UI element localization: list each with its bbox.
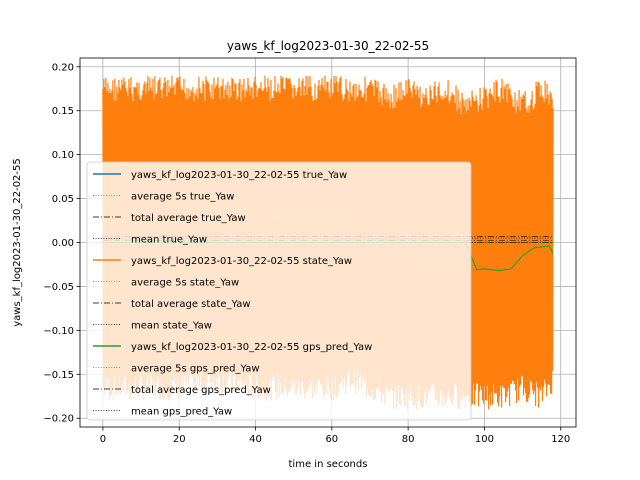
x-axis-label: time in seconds (289, 459, 368, 470)
legend-label: yaws_kf_log2023-01-30_22-02-55 state_Yaw (131, 256, 352, 267)
y-tick-label: 0.00 (52, 238, 74, 249)
y-tick-label: 0.15 (52, 106, 74, 117)
legend-label: mean state_Yaw (131, 321, 212, 332)
legend-label: average 5s state_Yaw (131, 278, 239, 289)
chart-title: yaws_kf_log2023-01-30_22-02-55 (227, 39, 429, 53)
legend-label: total average true_Yaw (131, 213, 246, 224)
y-tick-label: 0.10 (52, 150, 74, 161)
x-tick-label: 80 (402, 434, 415, 445)
legend-label: total average gps_pred_Yaw (131, 385, 271, 396)
y-tick-label: −0.20 (43, 414, 74, 425)
y-tick-label: −0.15 (43, 370, 74, 381)
x-tick-label: 40 (249, 434, 262, 445)
y-axis-label: yaws_kf_log2023-01-30_22-02-55 (12, 158, 23, 327)
series-yaws-kf-log2023-01-30-22-02-55-gps-pred-yaw (102, 241, 554, 272)
y-tick-label: −0.10 (43, 326, 74, 337)
x-tick-label: 120 (551, 434, 570, 445)
legend-label: average 5s gps_pred_Yaw (131, 364, 260, 375)
legend-label: mean true_Yaw (131, 235, 207, 246)
legend-label: yaws_kf_log2023-01-30_22-02-55 gps_pred_… (131, 342, 372, 353)
legend: yaws_kf_log2023-01-30_22-02-55 true_Yawa… (86, 161, 472, 421)
series-yaws-kf-log2023-01-30-22-02-55-state-yaw (102, 75, 554, 410)
axis-ticks: 0 20 40 60 80 100 120 −0.20 −0.15 −0.10 −0.05 0.00 0… (43, 62, 570, 445)
x-tick-label: 100 (475, 434, 494, 445)
legend-box (86, 161, 472, 421)
y-tick-label: 0.20 (52, 62, 74, 73)
legend-label: total average state_Yaw (131, 299, 251, 310)
x-tick-label: 20 (173, 434, 186, 445)
y-tick-label: −0.05 (43, 282, 74, 293)
legend-label: average 5s true_Yaw (131, 192, 234, 203)
x-tick-label: 60 (325, 434, 338, 445)
y-tick-label: 0.05 (52, 194, 74, 205)
legend-label: yaws_kf_log2023-01-30_22-02-55 true_Yaw (131, 170, 347, 181)
x-tick-label: 0 (100, 434, 106, 445)
legend-label: mean gps_pred_Yaw (131, 407, 232, 418)
